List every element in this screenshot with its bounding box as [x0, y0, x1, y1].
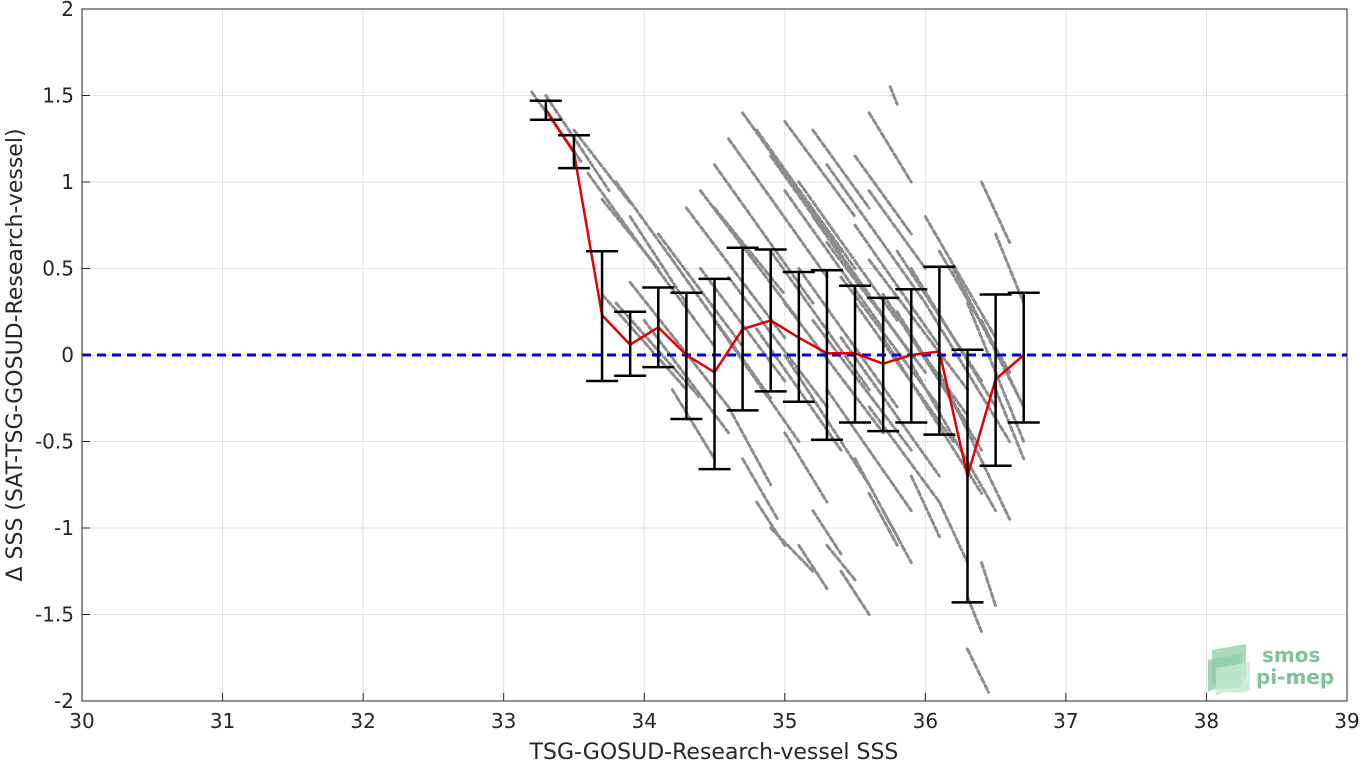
- scatter-streak: [628, 280, 731, 409]
- x-tick-label: 33: [491, 709, 516, 733]
- scatter-streak: [937, 500, 969, 565]
- x-tick-label: 36: [913, 709, 938, 733]
- y-tick-label: -0.5: [35, 430, 74, 454]
- scatter-streak: [867, 405, 941, 504]
- scatter-streak: [684, 206, 787, 340]
- scatter-streak: [614, 180, 674, 262]
- logo-text-line1: smos: [1262, 643, 1320, 667]
- scatter-streak: [867, 189, 927, 270]
- scatter-streak: [727, 137, 829, 279]
- mean-polyline: [544, 108, 1025, 478]
- x-tick-label: 30: [69, 709, 94, 733]
- scatter-streak: [713, 206, 787, 296]
- y-tick-label: 1: [61, 170, 74, 194]
- scatter-streak: [825, 163, 927, 305]
- scatter-streak: [727, 275, 829, 409]
- scatter-streak: [867, 258, 969, 392]
- scatter-streak: [909, 267, 998, 409]
- logo-wave-icon: [1208, 644, 1250, 696]
- scatter-streak: [797, 543, 829, 591]
- scatter-streak: [670, 388, 716, 461]
- scatter-streak: [867, 111, 913, 184]
- scatter-streak: [909, 474, 941, 539]
- scatter-streak: [888, 85, 899, 106]
- y-tick-label: -2: [54, 689, 74, 713]
- y-tick-label: -1: [54, 516, 74, 540]
- x-tick-label: 32: [350, 709, 375, 733]
- scatter-streak: [769, 526, 815, 573]
- scatter-streak: [797, 267, 899, 409]
- scatter-streak: [783, 119, 857, 219]
- scatter-streak: [867, 491, 899, 547]
- scatter-streak: [923, 215, 998, 340]
- smos-pi-mep-logo: smos pi-mep: [1208, 643, 1334, 696]
- scatter-streak: [937, 370, 1012, 521]
- x-tick-label: 35: [772, 709, 797, 733]
- scatter-streak: [839, 569, 871, 616]
- scatter-streak: [909, 362, 998, 513]
- scatter-streak: [881, 509, 913, 565]
- mean-line: [544, 108, 1025, 478]
- scatter-streak: [966, 647, 991, 694]
- scatter-streak: [783, 431, 829, 504]
- scatter-streak: [825, 241, 927, 374]
- scatter-streak: [980, 318, 1026, 409]
- scatter-streak: [980, 561, 998, 608]
- scatter-streak: [783, 301, 885, 435]
- x-tick-label: 31: [210, 709, 235, 733]
- scatter-streak: [825, 388, 913, 513]
- x-tick-label: 39: [1334, 709, 1359, 733]
- scatter-streak: [839, 336, 941, 478]
- y-tick-label: 0.5: [42, 257, 74, 281]
- y-axis-label: Δ SSS (SAT-TSG-GOSUD-Research-vessel): [3, 128, 28, 581]
- scatter-streak: [713, 163, 815, 305]
- logo-text-line2: pi-mep: [1256, 665, 1334, 689]
- x-axis-ticks: 30 31 32 33 34 35 36 37 38 39: [69, 693, 1360, 733]
- scatter-streak: [727, 405, 773, 487]
- y-axis-ticks: 2 1.5 1 0.5 0 -0.5 -1 -1.5 -2: [35, 0, 90, 713]
- scatter-streak: [628, 215, 688, 305]
- scatter-streak: [713, 318, 801, 443]
- error-bars: [529, 99, 1040, 604]
- scatter-streak: [825, 543, 857, 582]
- y-tick-label: 1.5: [42, 84, 74, 108]
- scatter-streak: [642, 249, 716, 348]
- x-tick-label: 38: [1194, 709, 1219, 733]
- y-tick-label: 2: [61, 0, 74, 21]
- x-axis-label: TSG-GOSUD-Research-vessel SSS: [529, 740, 899, 765]
- x-tick-label: 34: [631, 709, 656, 733]
- y-tick-label: 0: [61, 343, 74, 367]
- scatter-streak: [741, 111, 843, 253]
- scatter-streak: [853, 223, 941, 348]
- scatter-streak: [811, 128, 871, 210]
- scatter-streak: [600, 292, 688, 392]
- scatter-streak: [853, 154, 913, 236]
- scatter-streak: [544, 94, 611, 193]
- scatter-streak: [656, 232, 745, 348]
- scatter-streak: [811, 318, 913, 452]
- scatter-streak: [980, 180, 1012, 245]
- scatter-streak: [811, 509, 843, 556]
- scatter-streak: [741, 457, 780, 521]
- scatter-streak: [769, 249, 871, 392]
- scatter-streak: [755, 128, 857, 270]
- scatter-streak: [783, 189, 885, 331]
- x-tick-label: 37: [1053, 709, 1078, 733]
- y-tick-label: -1.5: [35, 603, 74, 627]
- scatter-streak: [994, 388, 1026, 461]
